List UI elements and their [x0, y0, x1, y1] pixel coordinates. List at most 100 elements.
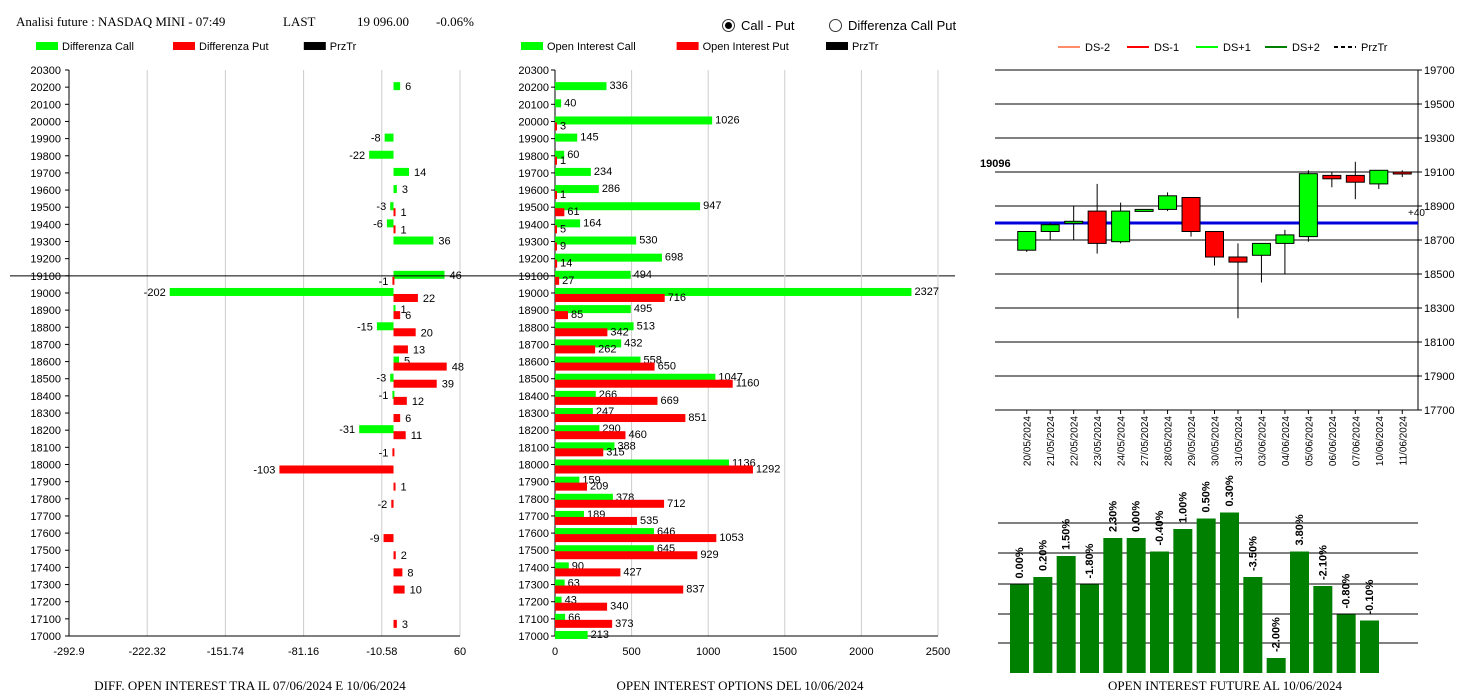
left-bar-put: [393, 568, 403, 577]
middle-bar-call: [555, 253, 662, 262]
middle-bar-put: [555, 585, 684, 594]
left-bar-put: [392, 276, 395, 285]
left-legend-swatch-2: [303, 42, 326, 50]
candle-date-label: 27/05/2024: [1140, 416, 1151, 466]
left-ytick: 19200: [30, 254, 61, 266]
middle-bar-call: [555, 339, 622, 348]
candle-date-label: 23/05/2024: [1093, 416, 1104, 466]
middle-bar-call: [555, 510, 584, 519]
oi-bar-label: -0.40%: [1154, 510, 1166, 545]
left-bar-put: [393, 225, 396, 234]
middle-bar-label: 712: [667, 498, 685, 510]
left-bar-put: [393, 551, 396, 560]
middle-ytick: 17300: [518, 580, 549, 592]
middle-bar-put: [555, 225, 557, 234]
oi-bar: [1056, 556, 1076, 673]
caption-right: OPEN INTEREST FUTURE AL 10/06/2024: [1107, 678, 1342, 693]
left-bar-put: [393, 311, 401, 320]
oi-bar: [1313, 586, 1333, 673]
radio-diff-call-put[interactable]: Differenza Call Put: [829, 18, 956, 33]
left-bar-label: 5: [404, 356, 410, 368]
left-bar-put: [393, 482, 396, 491]
oi-bar: [1336, 614, 1356, 673]
middle-bar-label: 669: [660, 395, 678, 407]
left-bar-label: 8: [407, 567, 413, 579]
candle-body: [1345, 174, 1365, 183]
middle-bar-call: [555, 373, 716, 382]
middle-ytick: 19700: [518, 168, 549, 180]
left-ytick: 20100: [30, 99, 61, 111]
middle-bar-put: [555, 602, 608, 611]
oi-bar: [1033, 577, 1053, 673]
left-bar-put: [393, 328, 416, 337]
left-bar-label: -15: [357, 321, 373, 333]
left-bar-label: 6: [405, 310, 411, 322]
middle-xtick: 500: [622, 646, 640, 658]
middle-bar-call: [555, 390, 596, 399]
left-bar-call: [386, 219, 394, 228]
left-ytick: 19300: [30, 237, 61, 249]
left-bar-call: [393, 236, 434, 245]
candle-ytick: 18100: [1424, 337, 1455, 349]
middle-bar-label: 3: [560, 120, 566, 132]
left-ytick: 17600: [30, 528, 61, 540]
left-xtick: -10.58: [366, 646, 397, 658]
candle-body: [1134, 208, 1154, 212]
candle-side-label: +40: [1408, 208, 1425, 219]
radio-call-put[interactable]: Call - Put: [722, 18, 794, 33]
left-ytick: 20200: [30, 82, 61, 94]
left-ytick: 19900: [30, 134, 61, 146]
left-xtick: -222.32: [129, 646, 166, 658]
left-bar-label: -9: [370, 533, 380, 545]
left-bar-label: 13: [413, 344, 425, 356]
last-value: 19 096.00: [357, 14, 409, 29]
oi-bar-label: -1.80%: [1084, 543, 1096, 578]
middle-bar-call: [555, 459, 730, 468]
left-bar-label: -1: [379, 390, 389, 402]
middle-ytick: 19800: [518, 151, 549, 163]
left-ytick: 18000: [30, 459, 61, 471]
left-ytick: 19600: [30, 185, 61, 197]
left-bar-label: 1: [401, 304, 407, 316]
middle-legend-swatch-1: [676, 42, 699, 50]
candle-legend-label: DS-2: [1085, 42, 1110, 54]
oi-bar-label: 0.20%: [1037, 540, 1049, 571]
left-ytick: 17300: [30, 580, 61, 592]
left-ytick: 19500: [30, 202, 61, 214]
middle-bar-put: [555, 396, 658, 405]
middle-bar-put: [555, 191, 557, 200]
candle-date-label: 10/06/2024: [1375, 416, 1386, 466]
middle-ytick: 19100: [518, 271, 549, 283]
left-bar-label: 6: [405, 413, 411, 425]
middle-bar-label: 85: [571, 309, 583, 321]
middle-bar-label: 851: [688, 412, 706, 424]
left-bar-put: [393, 379, 437, 388]
middle-bar-put: [555, 414, 686, 423]
oi-bar-label: -3.50%: [1247, 536, 1259, 571]
candle-legend-label: DS+1: [1223, 42, 1251, 54]
oi-bar: [1290, 551, 1309, 673]
candle-body: [1017, 231, 1037, 251]
oi-bar: [1010, 584, 1029, 673]
middle-bar-call: [555, 596, 562, 605]
candle-date-label: 24/05/2024: [1117, 416, 1128, 466]
candle-body: [1040, 224, 1060, 232]
middle-ytick: 18700: [518, 339, 549, 351]
left-ytick: 18100: [30, 442, 61, 454]
middle-ytick: 19200: [518, 254, 549, 266]
middle-ytick: 17900: [518, 477, 549, 489]
left-bar-label: 11: [411, 430, 422, 442]
middle-bar-label: 342: [610, 326, 628, 338]
middle-bar-put: [555, 122, 557, 131]
left-bar-label: 3: [402, 619, 408, 631]
left-bar-label: -31: [339, 424, 355, 436]
left-bar-call: [390, 202, 394, 211]
oi-bar: [1126, 538, 1146, 673]
candle-date-label: 07/06/2024: [1351, 416, 1362, 466]
middle-bar-call: [555, 116, 713, 125]
left-bar-label: -3: [376, 373, 386, 385]
left-bar-label: -103: [253, 464, 275, 476]
oi-bar-label: -2.00%: [1271, 617, 1283, 652]
middle-bar-call: [555, 82, 607, 91]
candle-ytick: 18900: [1424, 201, 1455, 213]
